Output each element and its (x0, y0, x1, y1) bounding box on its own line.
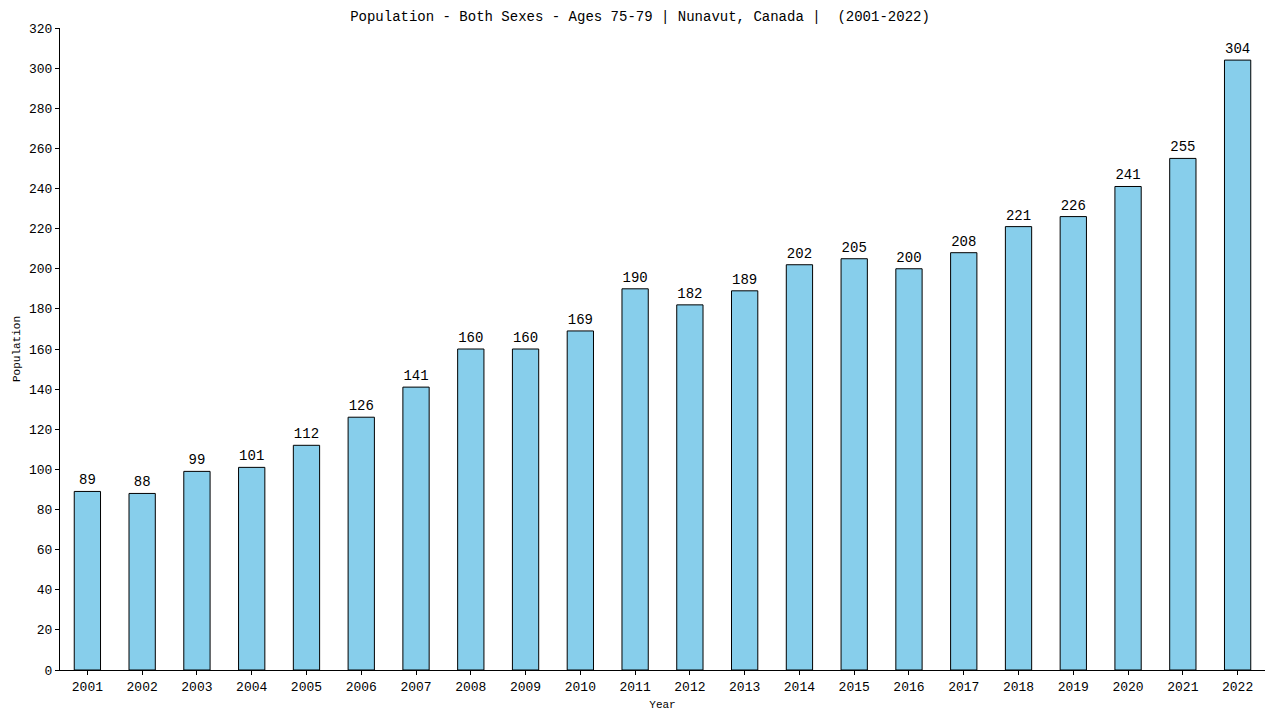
svg-text:189: 189 (732, 272, 757, 288)
svg-text:2002: 2002 (127, 680, 158, 695)
svg-text:2017: 2017 (948, 680, 979, 695)
svg-text:226: 226 (1061, 198, 1086, 214)
svg-text:2015: 2015 (839, 680, 870, 695)
svg-text:200: 200 (29, 262, 52, 277)
svg-text:160: 160 (29, 343, 52, 358)
svg-text:304: 304 (1225, 41, 1250, 57)
svg-text:101: 101 (239, 448, 264, 464)
svg-text:2004: 2004 (236, 680, 267, 695)
svg-text:2018: 2018 (1003, 680, 1034, 695)
svg-text:208: 208 (951, 234, 976, 250)
svg-text:89: 89 (79, 472, 96, 488)
svg-text:180: 180 (29, 302, 52, 317)
svg-text:Year: Year (649, 699, 675, 711)
svg-text:2006: 2006 (346, 680, 377, 695)
svg-text:280: 280 (29, 102, 52, 117)
svg-text:2019: 2019 (1058, 680, 1089, 695)
svg-text:2020: 2020 (1112, 680, 1143, 695)
svg-text:120: 120 (29, 423, 52, 438)
svg-text:112: 112 (294, 426, 319, 442)
svg-text:2008: 2008 (455, 680, 486, 695)
svg-text:2005: 2005 (291, 680, 322, 695)
svg-text:2009: 2009 (510, 680, 541, 695)
svg-text:200: 200 (896, 250, 921, 266)
svg-text:182: 182 (677, 286, 702, 302)
svg-text:2012: 2012 (674, 680, 705, 695)
svg-text:20: 20 (37, 623, 53, 638)
svg-text:2001: 2001 (72, 680, 103, 695)
svg-text:60: 60 (37, 543, 53, 558)
svg-text:169: 169 (568, 312, 593, 328)
svg-text:241: 241 (1115, 167, 1140, 183)
svg-text:2007: 2007 (400, 680, 431, 695)
svg-text:205: 205 (842, 240, 867, 256)
svg-text:2003: 2003 (181, 680, 212, 695)
svg-text:Population: Population (11, 316, 23, 382)
svg-text:160: 160 (458, 330, 483, 346)
svg-text:0: 0 (45, 664, 53, 679)
svg-text:255: 255 (1170, 139, 1195, 155)
svg-text:141: 141 (403, 368, 428, 384)
svg-text:300: 300 (29, 62, 52, 77)
svg-text:160: 160 (513, 330, 538, 346)
svg-text:2011: 2011 (620, 680, 651, 695)
svg-text:Population - Both Sexes - Ages: Population - Both Sexes - Ages 75-79 | N… (350, 9, 930, 25)
svg-text:40: 40 (37, 583, 53, 598)
svg-text:240: 240 (29, 182, 52, 197)
svg-text:99: 99 (189, 452, 206, 468)
svg-text:2022: 2022 (1222, 680, 1253, 695)
svg-text:202: 202 (787, 246, 812, 262)
svg-text:260: 260 (29, 142, 52, 157)
svg-text:320: 320 (29, 22, 52, 37)
svg-text:80: 80 (37, 503, 53, 518)
svg-text:88: 88 (134, 474, 151, 490)
svg-text:100: 100 (29, 463, 52, 478)
svg-text:2013: 2013 (729, 680, 760, 695)
svg-text:2010: 2010 (565, 680, 596, 695)
svg-text:220: 220 (29, 222, 52, 237)
svg-text:190: 190 (623, 270, 648, 286)
svg-text:2014: 2014 (784, 680, 815, 695)
svg-text:126: 126 (349, 398, 374, 414)
svg-text:140: 140 (29, 383, 52, 398)
svg-text:2016: 2016 (893, 680, 924, 695)
svg-text:2021: 2021 (1167, 680, 1198, 695)
svg-text:221: 221 (1006, 208, 1031, 224)
